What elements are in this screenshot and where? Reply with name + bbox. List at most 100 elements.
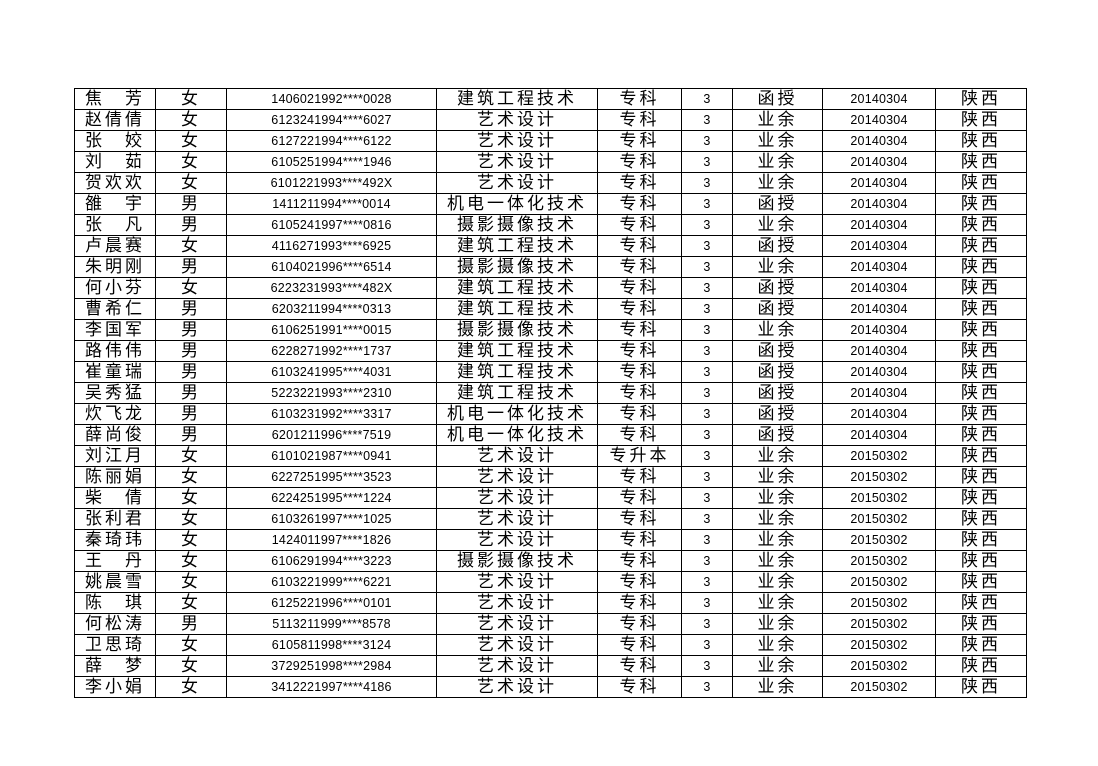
- cell-study-mode: 业余: [732, 550, 823, 572]
- cell-gender: 男: [155, 319, 227, 341]
- cell-id-number: 4116271993****6925: [226, 235, 437, 257]
- cell-name: 王 丹: [74, 550, 156, 572]
- cell-study-years: 3: [681, 529, 733, 551]
- cell-id-number: 5223221993****2310: [226, 382, 437, 404]
- cell-study-mode: 函授: [732, 235, 823, 257]
- cell-enroll-date: 20140304: [822, 256, 936, 278]
- cell-gender: 男: [155, 214, 227, 236]
- cell-name: 卫思琦: [74, 634, 156, 656]
- cell-id-number: 6227251995****3523: [226, 466, 437, 488]
- cell-study-years: 3: [681, 88, 733, 110]
- cell-education-level: 专科: [597, 193, 682, 215]
- cell-province: 陕西: [935, 529, 1027, 551]
- cell-id-number: 6105811998****3124: [226, 634, 437, 656]
- cell-name: 焦 芳: [74, 88, 156, 110]
- cell-education-level: 专科: [597, 277, 682, 299]
- table-row: 李小娟女 3412221997****4186 艺术设计 专科 3 业余 20150302 陕…: [74, 676, 1027, 698]
- cell-study-mode: 业余: [732, 214, 823, 236]
- cell-name: 柴 倩: [74, 487, 156, 509]
- cell-major: 艺术设计: [436, 655, 598, 677]
- cell-province: 陕西: [935, 424, 1027, 446]
- cell-education-level: 专升本: [597, 445, 682, 467]
- cell-study-years: 3: [681, 382, 733, 404]
- cell-province: 陕西: [935, 466, 1027, 488]
- cell-study-mode: 函授: [732, 277, 823, 299]
- cell-province: 陕西: [935, 193, 1027, 215]
- cell-major: 建筑工程技术: [436, 235, 598, 257]
- cell-name: 刘江月: [74, 445, 156, 467]
- cell-education-level: 专科: [597, 550, 682, 572]
- cell-name: 何小芬: [74, 277, 156, 299]
- cell-name: 雒 宇: [74, 193, 156, 215]
- cell-province: 陕西: [935, 319, 1027, 341]
- cell-major: 建筑工程技术: [436, 382, 598, 404]
- cell-id-number: 6223231993****482X: [226, 277, 437, 299]
- table-row: 卫思琦女 6105811998****3124 艺术设计 专科 3 业余 20150302 陕…: [74, 634, 1027, 656]
- cell-province: 陕西: [935, 655, 1027, 677]
- cell-province: 陕西: [935, 571, 1027, 593]
- student-table: 焦 芳女 1406021992****0028 建筑工程技术 专科 3 函授 2014030…: [74, 88, 1027, 698]
- cell-enroll-date: 20150302: [822, 487, 936, 509]
- cell-id-number: 6106251991****0015: [226, 319, 437, 341]
- table-row: 贺欢欢女 6101221993****492X 艺术设计 专科 3 业余 20140304 陕…: [74, 172, 1027, 194]
- cell-enroll-date: 20150302: [822, 508, 936, 530]
- table-row: 秦琦玮女 1424011997****1826 艺术设计 专科 3 业余 20150302 陕…: [74, 529, 1027, 551]
- cell-enroll-date: 20140304: [822, 151, 936, 173]
- cell-education-level: 专科: [597, 487, 682, 509]
- cell-study-mode: 业余: [732, 319, 823, 341]
- cell-study-mode: 业余: [732, 151, 823, 173]
- cell-enroll-date: 20140304: [822, 277, 936, 299]
- cell-study-mode: 业余: [732, 571, 823, 593]
- cell-name: 张利君: [74, 508, 156, 530]
- cell-study-years: 3: [681, 214, 733, 236]
- cell-province: 陕西: [935, 235, 1027, 257]
- cell-province: 陕西: [935, 214, 1027, 236]
- cell-study-years: 3: [681, 592, 733, 614]
- cell-enroll-date: 20150302: [822, 655, 936, 677]
- cell-study-mode: 业余: [732, 634, 823, 656]
- cell-education-level: 专科: [597, 676, 682, 698]
- cell-study-mode: 业余: [732, 508, 823, 530]
- table-row: 崔童瑞男 6103241995****4031 建筑工程技术 专科 3 函授 2014030…: [74, 361, 1027, 383]
- cell-name: 卢晨赛: [74, 235, 156, 257]
- cell-study-years: 3: [681, 193, 733, 215]
- cell-id-number: 6103261997****1025: [226, 508, 437, 530]
- cell-enroll-date: 20140304: [822, 298, 936, 320]
- table-row: 陈 琪女 6125221996****0101 艺术设计 专科 3 业余 20150302 陕…: [74, 592, 1027, 614]
- cell-study-years: 3: [681, 109, 733, 131]
- cell-gender: 女: [155, 445, 227, 467]
- cell-gender: 男: [155, 361, 227, 383]
- cell-education-level: 专科: [597, 319, 682, 341]
- cell-education-level: 专科: [597, 382, 682, 404]
- cell-id-number: 6103231992****3317: [226, 403, 437, 425]
- cell-study-years: 3: [681, 319, 733, 341]
- cell-education-level: 专科: [597, 508, 682, 530]
- cell-major: 建筑工程技术: [436, 361, 598, 383]
- cell-gender: 女: [155, 550, 227, 572]
- table-row: 路伟伟男 6228271992****1737 建筑工程技术 专科 3 函授 2014030…: [74, 340, 1027, 362]
- cell-major: 艺术设计: [436, 130, 598, 152]
- cell-province: 陕西: [935, 88, 1027, 110]
- cell-major: 机电一体化技术: [436, 193, 598, 215]
- cell-major: 艺术设计: [436, 151, 598, 173]
- cell-id-number: 6101221993****492X: [226, 172, 437, 194]
- cell-study-mode: 函授: [732, 340, 823, 362]
- cell-enroll-date: 20150302: [822, 529, 936, 551]
- cell-education-level: 专科: [597, 466, 682, 488]
- cell-id-number: 6203211994****0313: [226, 298, 437, 320]
- table-row: 雒 宇男 1411211994****0014 机电一体化技术 专科 3 函授 201403…: [74, 193, 1027, 215]
- cell-enroll-date: 20150302: [822, 676, 936, 698]
- cell-gender: 女: [155, 487, 227, 509]
- cell-province: 陕西: [935, 613, 1027, 635]
- cell-major: 艺术设计: [436, 634, 598, 656]
- cell-province: 陕西: [935, 550, 1027, 572]
- cell-education-level: 专科: [597, 655, 682, 677]
- cell-study-years: 3: [681, 340, 733, 362]
- cell-enroll-date: 20150302: [822, 571, 936, 593]
- cell-gender: 男: [155, 256, 227, 278]
- cell-major: 艺术设计: [436, 466, 598, 488]
- cell-id-number: 3412221997****4186: [226, 676, 437, 698]
- cell-study-years: 3: [681, 256, 733, 278]
- cell-study-years: 3: [681, 277, 733, 299]
